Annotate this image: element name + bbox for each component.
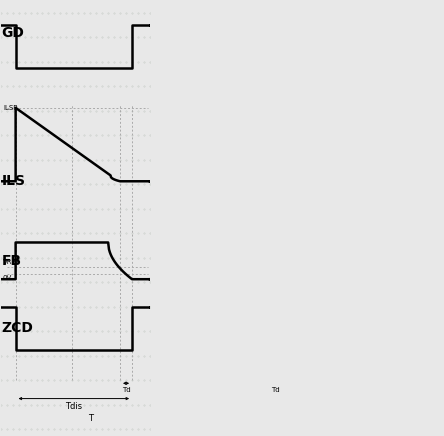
Text: Td: Td xyxy=(271,387,280,393)
Text: T: T xyxy=(88,414,93,423)
Text: FB: FB xyxy=(1,254,22,268)
Text: ILS: ILS xyxy=(1,174,25,188)
Text: Tdis: Tdis xyxy=(65,402,83,411)
Text: 0V: 0V xyxy=(3,275,12,281)
Text: Td: Td xyxy=(122,387,131,393)
Text: ILSP: ILSP xyxy=(3,105,17,111)
Text: GD: GD xyxy=(1,27,24,41)
Text: VREF: VREF xyxy=(3,259,21,265)
Text: ZCD: ZCD xyxy=(1,321,33,335)
